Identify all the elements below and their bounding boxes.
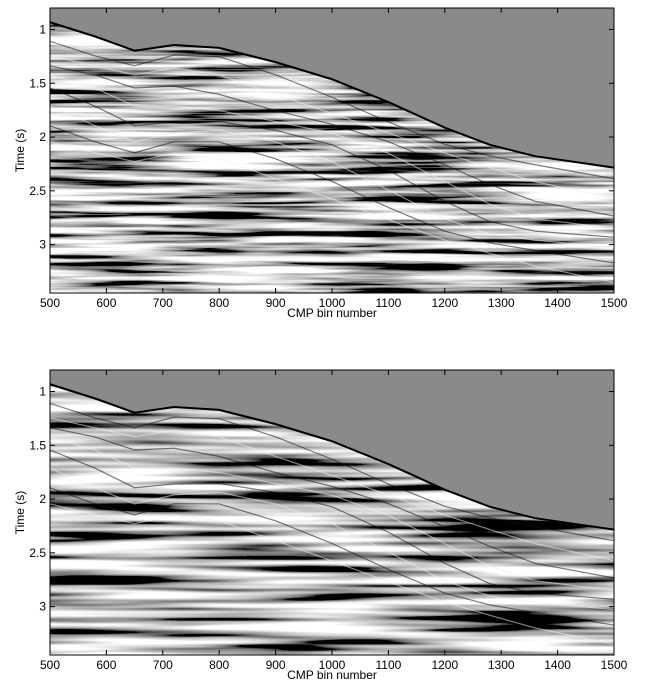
x-tick-label: 1400 xyxy=(544,296,571,310)
x-tick-label: 1000 xyxy=(319,296,346,310)
x-tick-label: 500 xyxy=(40,296,60,310)
y-tick-label: 2.5 xyxy=(29,546,46,560)
x-tick-label: 1100 xyxy=(375,296,401,310)
reflector xyxy=(50,105,614,249)
x-tick-label: 1300 xyxy=(488,296,515,310)
y-tick-label: 2 xyxy=(39,492,46,506)
x-tick-label: 800 xyxy=(209,658,229,672)
x-tick-label: 700 xyxy=(153,296,173,310)
x-axis-label: CMP bin number xyxy=(287,668,377,682)
y-tick-label: 1.5 xyxy=(29,76,46,90)
x-tick-label: 600 xyxy=(96,658,116,672)
x-tick-label: 800 xyxy=(209,296,229,310)
y-tick-label: 1.5 xyxy=(29,438,46,452)
x-tick-label: 1400 xyxy=(544,658,571,672)
reflector xyxy=(50,449,614,600)
reflector xyxy=(50,467,614,611)
y-tick-label: 3 xyxy=(39,238,46,252)
reflector xyxy=(50,402,614,542)
y-tick-label: 1 xyxy=(39,385,46,399)
x-tick-label: 900 xyxy=(266,296,286,310)
x-tick-label: 1500 xyxy=(601,658,628,672)
reflector xyxy=(50,65,614,217)
reflector xyxy=(50,125,614,264)
reflector xyxy=(50,40,614,180)
seafloor xyxy=(49,383,615,531)
reflector xyxy=(50,55,614,200)
x-tick-label: 1200 xyxy=(431,658,458,672)
y-tick-label: 2 xyxy=(39,130,46,144)
reflector xyxy=(50,487,614,626)
reflector xyxy=(50,427,614,579)
x-tick-label: 600 xyxy=(96,296,116,310)
reflector xyxy=(50,417,614,562)
x-tick-label: 1200 xyxy=(431,296,458,310)
y-tick-label: 1 xyxy=(39,23,46,37)
reflector xyxy=(50,87,614,238)
x-tick-label: 900 xyxy=(266,658,286,672)
x-tick-label: 1500 xyxy=(601,296,628,310)
panel: 500 600 700 800 900 1000 1100 1200 1300 1400 1500 1… xyxy=(13,7,628,320)
y-axis-label: Time (s) xyxy=(13,491,27,535)
x-axis-label: CMP bin number xyxy=(287,306,377,320)
x-tick-label: 1100 xyxy=(375,658,401,672)
x-tick-label: 500 xyxy=(40,658,60,672)
seafloor xyxy=(49,21,615,169)
y-axis-label: Time (s) xyxy=(13,129,27,173)
x-tick-label: 1000 xyxy=(319,658,346,672)
y-tick-label: 2.5 xyxy=(29,184,46,198)
panel: 500 600 700 800 900 1000 1100 1200 1300 1400 1500 1… xyxy=(13,369,628,682)
x-tick-label: 700 xyxy=(153,658,173,672)
reflector xyxy=(50,74,614,229)
reflector xyxy=(50,503,614,646)
y-tick-label: 3 xyxy=(39,600,46,614)
reflector xyxy=(50,436,614,591)
x-tick-label: 1300 xyxy=(488,658,515,672)
reflector xyxy=(50,141,614,284)
